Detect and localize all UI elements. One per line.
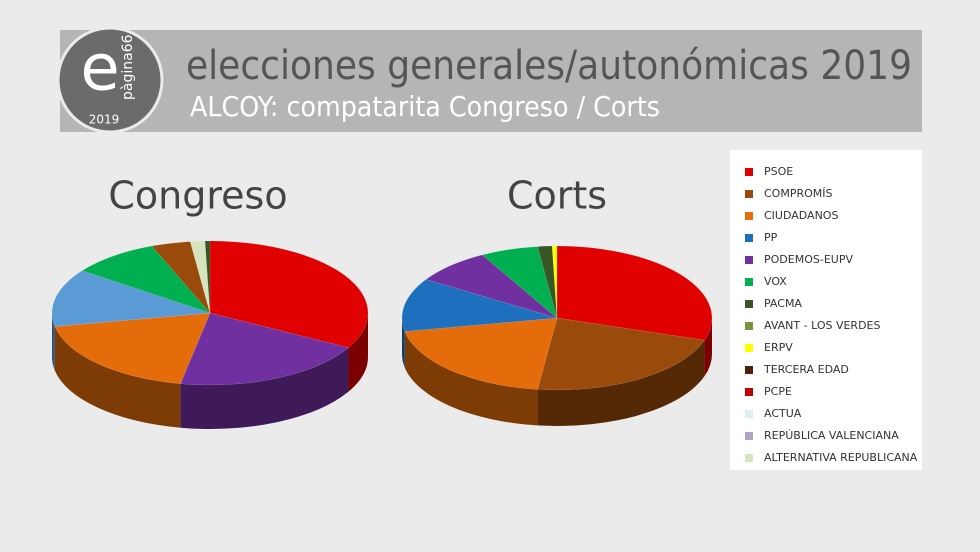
legend-label: ALTERNATIVA REPUBLICANA [764, 451, 918, 464]
slice [401, 279, 558, 332]
legend-label: VOX [764, 275, 787, 288]
legend-label: CIUDADANOS [764, 209, 838, 222]
legend-swatch [745, 454, 753, 462]
chart-title: Corts [507, 174, 607, 218]
slice-side [348, 313, 368, 392]
slice-side [402, 318, 405, 368]
logo-letter: e [80, 32, 119, 106]
legend-swatch [745, 410, 753, 418]
legend-swatch [745, 256, 753, 264]
legend-label: PCPE [764, 385, 792, 398]
slice [404, 317, 558, 390]
slice [51, 270, 211, 327]
legend-label: TERCERA EDAD [763, 363, 849, 376]
slice [556, 245, 713, 341]
slice [537, 317, 705, 391]
slice [151, 241, 211, 314]
slice-side [404, 331, 538, 426]
legend-label: AVANT - LOS VERDES [764, 319, 880, 332]
slice [180, 312, 349, 386]
legend-swatch [745, 190, 753, 198]
legend-label: COMPROMÍS [764, 187, 832, 200]
legend-swatch [745, 344, 753, 352]
slice-side [180, 347, 349, 429]
logo [56, 26, 164, 134]
legend-label: PACMA [764, 297, 802, 310]
header-band [60, 30, 922, 132]
legend-swatch [745, 278, 753, 286]
slice-side [54, 326, 181, 428]
header-title: elecciones generales/autonómicas 2019 [186, 43, 912, 89]
legend-swatch [745, 432, 753, 440]
legend-label: PSOE [764, 165, 793, 178]
legend-label: PP [764, 231, 778, 244]
legend-swatch [745, 388, 753, 396]
header-subtitle: ALCOY: compatarita Congreso / Corts [190, 90, 660, 123]
legend-label: PODEMOS-EUPV [764, 253, 853, 266]
legend-box [730, 150, 922, 470]
slice [81, 245, 211, 314]
slice [54, 312, 211, 384]
slice [189, 240, 211, 314]
legend-label: ERPV [764, 341, 793, 354]
slice [209, 240, 369, 348]
legend-swatch [745, 366, 753, 374]
legend-swatch [745, 322, 753, 330]
slice [551, 245, 558, 319]
slice-side [52, 313, 55, 371]
slice [204, 240, 211, 314]
logo-year: 2019 [89, 113, 120, 127]
slice [481, 246, 558, 319]
legend-label: REPÚBLICA VALENCIANA [764, 429, 899, 442]
slice-side [704, 318, 712, 377]
chart-title: Congreso [108, 174, 287, 218]
slice-side [537, 340, 705, 426]
legend-swatch [745, 212, 753, 220]
legend-swatch [745, 168, 753, 176]
legend-label: ACTUA [764, 407, 802, 420]
legend-swatch [745, 234, 753, 242]
slice [425, 254, 558, 319]
legend-swatch [745, 300, 753, 308]
logo-text: pàgina66 [120, 34, 136, 100]
slice [537, 245, 558, 319]
